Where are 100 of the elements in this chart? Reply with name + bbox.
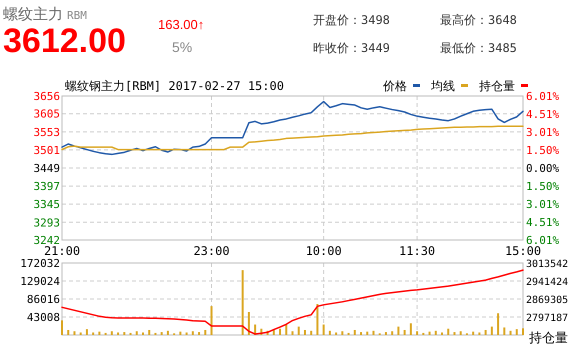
y-tick-label: 3397 <box>34 180 60 194</box>
bar <box>391 331 394 335</box>
text: 最高价：3648 <box>440 13 517 27</box>
bar <box>397 326 400 335</box>
bar <box>117 332 120 335</box>
bar <box>67 330 70 335</box>
bar <box>304 330 306 335</box>
bar <box>166 330 169 335</box>
bar <box>428 332 431 335</box>
bar <box>503 327 506 335</box>
y2-tick-label: 4.51% <box>526 216 560 230</box>
bar <box>198 332 200 335</box>
bar <box>447 328 450 335</box>
bar <box>123 332 126 335</box>
bar <box>404 330 406 335</box>
bar <box>210 306 213 335</box>
bar <box>142 332 144 335</box>
bar <box>441 332 444 335</box>
bar <box>522 328 524 335</box>
y-tick-label: 3605 <box>34 108 60 121</box>
bar <box>360 332 362 335</box>
y-tick-label: 3242 <box>34 234 60 247</box>
text: 163.00↑ <box>158 17 204 32</box>
bar <box>497 313 500 335</box>
y2-tick-label: 2869305 <box>526 295 568 306</box>
bar <box>186 332 188 335</box>
y-tick-label: 3345 <box>34 198 60 212</box>
bar <box>372 330 374 335</box>
text: 昨收价：3449 <box>313 41 390 55</box>
bar <box>335 332 338 335</box>
bar <box>478 332 480 335</box>
bar <box>310 330 312 335</box>
bar <box>92 332 94 335</box>
bar <box>86 329 88 335</box>
y-tick-label: 172032 <box>20 257 60 270</box>
bar <box>328 330 331 335</box>
bar <box>298 326 300 335</box>
bar <box>410 323 412 335</box>
bar <box>484 330 487 335</box>
bar <box>148 330 150 335</box>
text: 开盘价：3498 <box>313 13 390 27</box>
bar <box>160 332 163 335</box>
y2-tick-label: 3.01% <box>526 198 560 212</box>
y2-tick-label: 4.51% <box>526 108 560 121</box>
y-tick-label: 43008 <box>26 311 60 324</box>
legend-label: 均线 <box>430 79 455 93</box>
text: 5% <box>172 39 192 55</box>
bar <box>453 332 456 335</box>
bar <box>384 332 387 335</box>
y-tick-label: 129024 <box>20 275 60 288</box>
y2-tick-label: 6.01% <box>526 90 560 103</box>
legend-label: 价格 <box>382 79 407 93</box>
text: 3612.00 <box>3 22 126 60</box>
bar <box>460 331 462 335</box>
y-tick-label: 3656 <box>34 90 60 103</box>
text: RBM <box>67 9 88 22</box>
text: 最低价：3485 <box>440 41 517 55</box>
x-tick-label: 21:00 <box>44 244 80 258</box>
y2-tick-label: 3013542 <box>526 259 568 270</box>
y2-tick-label: 1.50% <box>526 144 560 158</box>
x-tick-label: 15:00 <box>504 244 542 258</box>
bar <box>322 324 325 335</box>
x-tick-label: 10:00 <box>306 244 342 258</box>
bar <box>73 331 76 335</box>
y-tick-label: 3501 <box>34 144 60 157</box>
bar <box>285 324 288 335</box>
bar <box>341 331 344 335</box>
y2-tick-label: 2941424 <box>526 277 568 288</box>
y2-tick-label: 6.01% <box>526 234 560 247</box>
bar <box>472 332 474 335</box>
y2-tick-label: 1.50% <box>526 180 560 193</box>
bar <box>248 312 250 335</box>
bar <box>192 331 194 335</box>
bar <box>136 331 138 335</box>
bar <box>61 320 63 335</box>
bar <box>434 330 437 335</box>
bar <box>179 332 182 335</box>
bar <box>354 330 356 335</box>
bar <box>292 331 294 335</box>
bar <box>416 331 418 335</box>
bar <box>80 332 82 335</box>
bar <box>516 329 518 335</box>
bar <box>366 332 368 335</box>
y-tick-label: 3293 <box>34 216 60 230</box>
y-tick-label: 3449 <box>34 162 60 175</box>
text: 持仓量 <box>529 331 568 346</box>
bar <box>490 326 493 335</box>
y2-tick-label: 3.01% <box>526 126 560 139</box>
bar <box>510 330 512 335</box>
y2-tick-label: 0.00% <box>526 162 560 175</box>
bar <box>110 331 113 335</box>
x-tick-label: 23:00 <box>193 244 230 258</box>
line-series <box>61 269 524 335</box>
bar <box>242 270 244 335</box>
text: 持仓量 <box>479 79 515 93</box>
bar <box>316 304 318 335</box>
text: 螺纹主力 <box>3 5 63 23</box>
chart-title: 螺纹钢主力[RBM] 2017-02-27 15:00 <box>65 79 284 93</box>
bar <box>98 332 100 335</box>
x-tick-label: 11:30 <box>399 244 436 258</box>
